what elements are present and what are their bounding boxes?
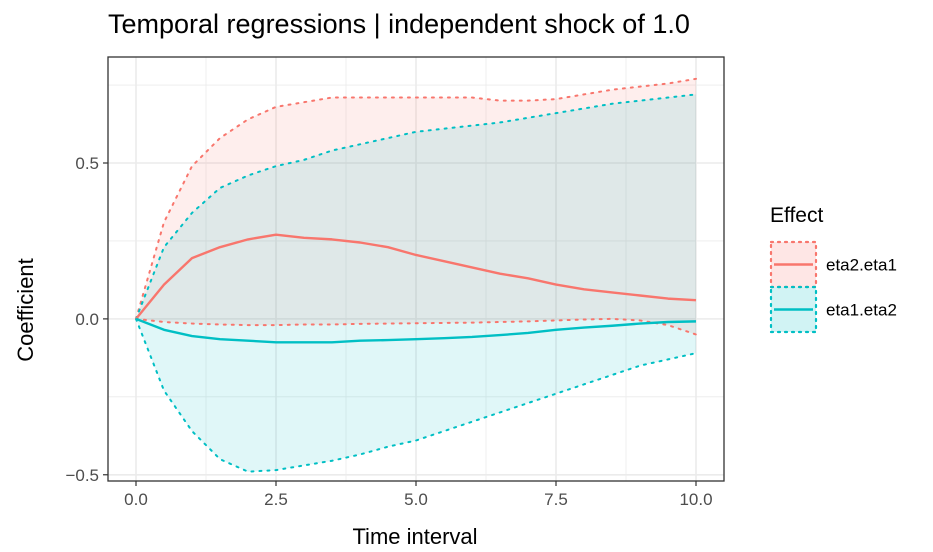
lower-bound-eta1.eta2 (135, 317, 697, 473)
band-eta2.eta1 (136, 78, 696, 335)
x-tick-label: 0.0 (124, 490, 148, 509)
major-grid (108, 57, 724, 481)
legend-label-eta2.eta1: eta2.eta1 (826, 256, 897, 275)
confidence-bounds (135, 77, 697, 473)
y-tick-label: 0.5 (75, 154, 99, 173)
y-tick-label: −0.5 (65, 466, 99, 485)
confidence-bands (136, 78, 696, 472)
x-tick-label: 7.5 (544, 490, 568, 509)
y-axis-title: Coefficient (13, 258, 38, 362)
plot-panel (107, 56, 725, 482)
x-axis-title: Time interval (352, 524, 477, 549)
y-axis: −0.5 0.0 0.5 (65, 154, 108, 485)
chart-title: Temporal regressions | independent shock… (108, 9, 690, 39)
x-axis: 0.0 2.5 5.0 7.5 10.0 (124, 481, 713, 509)
legend-title: Effect (770, 204, 823, 227)
line-eta1.eta2 (135, 317, 697, 344)
line-eta2.eta1 (135, 233, 697, 320)
x-tick-label: 2.5 (264, 490, 288, 509)
legend-key-eta1.eta2 (769, 285, 818, 334)
y-tick-label: 0.0 (75, 310, 99, 329)
legend: Effect eta2.eta1 eta1.eta2 (769, 204, 897, 334)
x-tick-label: 5.0 (404, 490, 428, 509)
series-lines (135, 233, 697, 344)
upper-bound-eta2.eta1 (135, 77, 697, 320)
lower-bound-eta2.eta1 (135, 317, 697, 336)
x-tick-label: 10.0 (679, 490, 712, 509)
legend-label-eta1.eta2: eta1.eta2 (826, 301, 897, 320)
legend-key-eta2.eta1 (769, 240, 818, 289)
band-eta1.eta2 (136, 94, 696, 472)
upper-bound-eta1.eta2 (135, 93, 697, 320)
